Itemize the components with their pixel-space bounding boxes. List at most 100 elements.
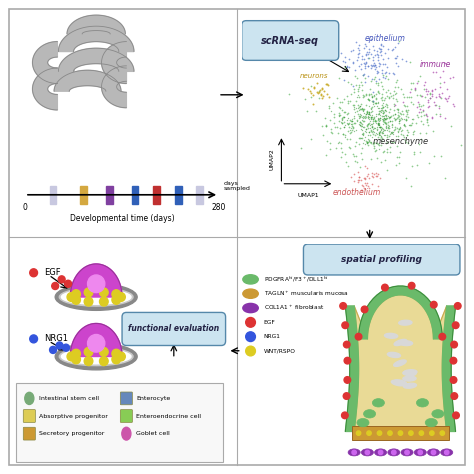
Polygon shape bbox=[67, 15, 125, 34]
Point bbox=[357, 176, 365, 183]
Point bbox=[362, 128, 370, 136]
Point bbox=[364, 136, 372, 143]
Point bbox=[407, 79, 415, 87]
Point bbox=[374, 89, 382, 96]
Point bbox=[422, 110, 430, 118]
Point bbox=[363, 139, 370, 147]
Point bbox=[390, 106, 398, 113]
Point bbox=[360, 123, 367, 131]
Point bbox=[373, 146, 380, 154]
Point bbox=[371, 52, 379, 59]
Point bbox=[340, 131, 347, 138]
Point bbox=[364, 124, 371, 132]
Point bbox=[353, 118, 361, 125]
Point bbox=[395, 125, 403, 133]
Point bbox=[449, 100, 457, 108]
Point bbox=[374, 119, 382, 127]
Circle shape bbox=[377, 431, 382, 435]
Point bbox=[428, 114, 435, 121]
Point bbox=[377, 40, 385, 48]
Point bbox=[362, 110, 370, 118]
Point bbox=[390, 114, 398, 122]
Point bbox=[352, 81, 359, 89]
Point bbox=[364, 182, 371, 190]
Point bbox=[447, 122, 455, 129]
Point bbox=[416, 100, 423, 108]
Point bbox=[359, 129, 367, 137]
Point bbox=[364, 73, 372, 80]
Point bbox=[402, 138, 410, 146]
Circle shape bbox=[453, 412, 459, 419]
Point bbox=[398, 126, 405, 133]
Polygon shape bbox=[33, 68, 57, 110]
Point bbox=[450, 102, 458, 110]
Polygon shape bbox=[70, 264, 122, 297]
Point bbox=[355, 53, 362, 60]
Point bbox=[376, 48, 384, 56]
Text: NRG1: NRG1 bbox=[264, 334, 281, 339]
Circle shape bbox=[84, 297, 93, 306]
Point bbox=[380, 115, 387, 123]
Point bbox=[364, 121, 372, 128]
Ellipse shape bbox=[432, 410, 444, 418]
Point bbox=[355, 104, 362, 111]
Point bbox=[368, 126, 375, 133]
Polygon shape bbox=[101, 66, 127, 108]
Point bbox=[355, 115, 363, 122]
Point bbox=[336, 105, 344, 112]
Point bbox=[372, 95, 379, 103]
Point bbox=[391, 102, 398, 110]
Point bbox=[367, 127, 374, 134]
Point bbox=[396, 117, 403, 124]
Circle shape bbox=[408, 283, 415, 289]
Point bbox=[398, 108, 406, 115]
Point bbox=[352, 119, 359, 127]
Point bbox=[301, 95, 309, 103]
Point bbox=[344, 117, 351, 124]
Circle shape bbox=[419, 431, 424, 435]
Point bbox=[419, 107, 427, 115]
Point bbox=[385, 87, 392, 94]
Point bbox=[335, 138, 343, 146]
Polygon shape bbox=[58, 48, 134, 72]
Point bbox=[366, 121, 374, 128]
Text: endothelium: endothelium bbox=[332, 188, 381, 197]
Point bbox=[449, 73, 457, 81]
Point bbox=[364, 107, 371, 115]
Circle shape bbox=[452, 322, 459, 328]
Point bbox=[358, 130, 365, 137]
Point bbox=[378, 124, 386, 131]
Point bbox=[327, 108, 335, 115]
Point bbox=[352, 38, 360, 46]
Point bbox=[395, 117, 402, 125]
Point bbox=[376, 128, 384, 136]
Point bbox=[424, 98, 432, 106]
Ellipse shape bbox=[357, 419, 369, 427]
FancyBboxPatch shape bbox=[120, 392, 132, 405]
Point bbox=[315, 89, 322, 97]
Point bbox=[367, 105, 374, 112]
Circle shape bbox=[100, 297, 108, 306]
Point bbox=[380, 114, 388, 122]
Point bbox=[356, 121, 364, 128]
Point bbox=[359, 71, 366, 79]
Point bbox=[408, 119, 416, 127]
Point bbox=[359, 114, 367, 122]
Point bbox=[361, 174, 368, 182]
Point bbox=[380, 113, 388, 120]
Point bbox=[336, 109, 343, 117]
Point bbox=[375, 110, 383, 118]
Point bbox=[340, 76, 348, 83]
Point bbox=[346, 119, 353, 127]
Point bbox=[356, 102, 364, 109]
Point bbox=[380, 114, 388, 121]
Point bbox=[356, 105, 364, 112]
Polygon shape bbox=[442, 306, 456, 431]
Circle shape bbox=[112, 355, 120, 364]
Polygon shape bbox=[58, 26, 134, 52]
Point bbox=[326, 139, 333, 147]
Point bbox=[359, 131, 366, 138]
Point bbox=[357, 123, 365, 130]
Point bbox=[375, 75, 383, 82]
Point bbox=[394, 106, 401, 113]
